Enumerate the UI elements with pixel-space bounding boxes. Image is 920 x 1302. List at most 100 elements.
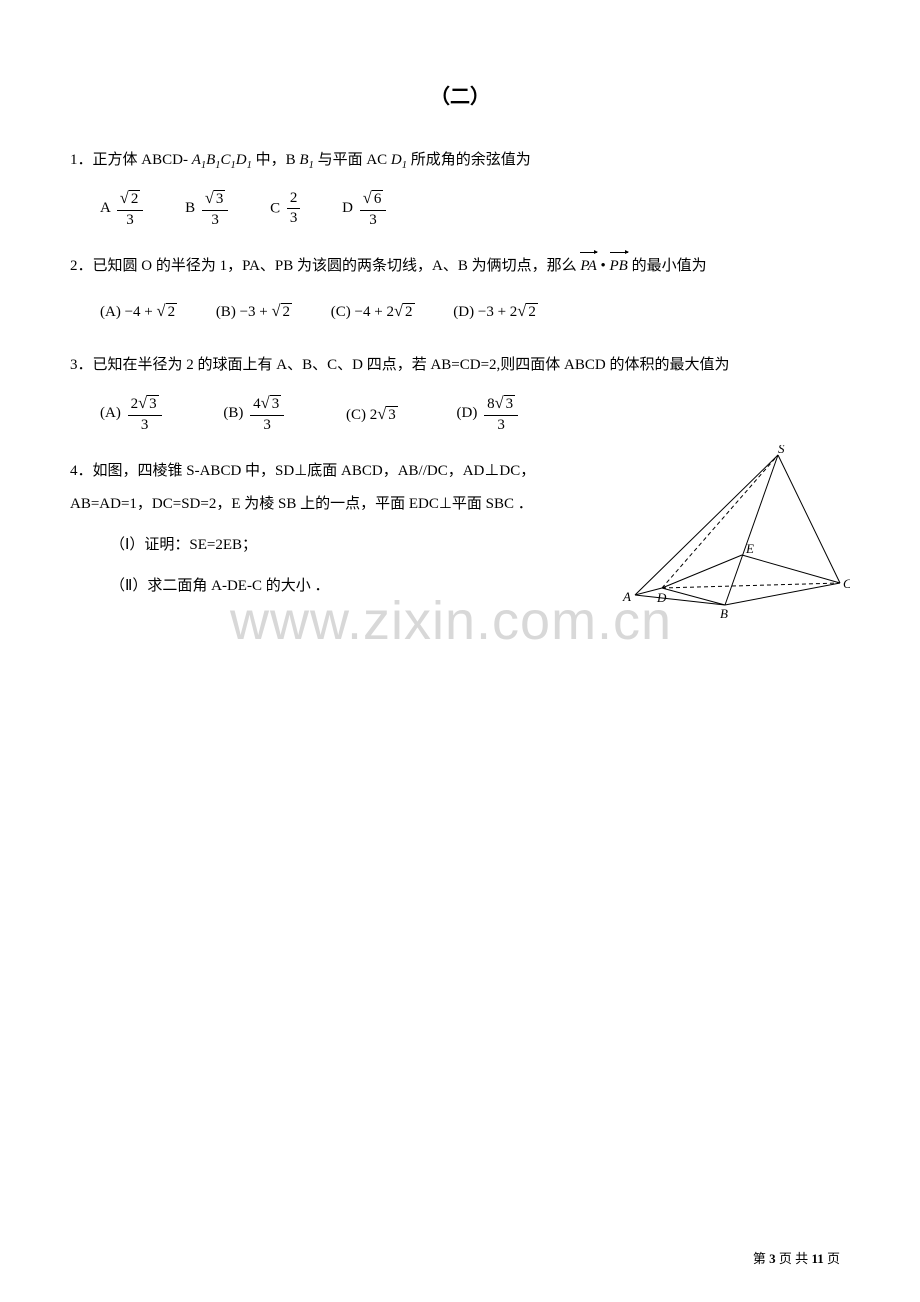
q3-opt-c-label: (C) <box>346 407 370 423</box>
question-1: 1．正方体 ABCD- A1B1C1D1 中，B B1 与平面 AC D1 所成… <box>70 144 850 230</box>
q3-opt-d-label: (D) <box>457 405 482 421</box>
q3-opt-b-num: 43 <box>250 392 284 416</box>
sqrt-icon: 3 <box>377 396 398 432</box>
q3-opt-d-num: 83 <box>484 392 518 416</box>
q3-opt-a-den: 3 <box>128 416 162 436</box>
sqrt-icon: 3 <box>138 392 159 415</box>
q2-opt-b-label: (B) <box>216 304 240 320</box>
q4-text-block: 4．如图，四棱锥 S-ABCD 中，SD⊥底面 ABCD，AB//DC，AD⊥D… <box>70 455 620 603</box>
edge-sb <box>725 455 778 605</box>
edge-ec <box>742 555 840 583</box>
edge-bc <box>725 583 840 605</box>
q3-opt-a-frac: 23 3 <box>128 392 162 435</box>
q1-opt-b-den: 3 <box>202 211 229 231</box>
q3-opt-d-coef: 8 <box>487 396 495 412</box>
q1-sub-c: C <box>221 152 231 168</box>
q2-option-d: (D) −3 + 22 <box>453 293 538 329</box>
question-4: 4．如图，四棱锥 S-ABCD 中，SD⊥底面 ABCD，AB//DC，AD⊥D… <box>70 455 850 603</box>
q1-d1-d: D <box>391 152 402 168</box>
q2-options: (A) −4 + 2 (B) −3 + 2 (C) −4 + 22 (D) −3… <box>70 293 850 329</box>
q3-opt-d-frac: 83 3 <box>484 392 518 435</box>
footer-suffix: 页 <box>824 1251 840 1266</box>
sqrt-icon: 2 <box>120 187 141 210</box>
q1-opt-b-num: 3 <box>202 187 229 211</box>
q3-opt-a-num: 23 <box>128 392 162 416</box>
question-2: 2．已知圆 O 的半径为 1，PA、PB 为该圆的两条切线，A、B 为俩切点，那… <box>70 250 850 329</box>
q3-number: 3． <box>70 357 93 373</box>
label-c: C <box>843 576 850 591</box>
sqrt-icon: 2 <box>271 293 292 329</box>
q1-options: A 2 3 B 3 3 C 2 3 D 6 3 <box>70 187 850 230</box>
q1-opt-c-frac: 2 3 <box>287 189 301 229</box>
q3-opt-c-coef: 2 <box>370 407 378 423</box>
q1-sym1: A1B1C1D1 <box>192 152 252 168</box>
q2-number: 2． <box>70 258 93 274</box>
q3-opt-b-coef: 4 <box>253 396 261 412</box>
edge-sc <box>778 455 840 583</box>
label-s: S <box>778 445 785 456</box>
label-b: B <box>720 606 728 621</box>
q2-opt-a-sqrt: 2 <box>166 303 178 320</box>
q1-opt-b-label: B <box>185 200 195 216</box>
q1-text-d: 所成角的余弦值为 <box>407 152 531 168</box>
q2-option-b: (B) −3 + 2 <box>216 293 292 329</box>
q1-text: 1．正方体 ABCD- A1B1C1D1 中，B B1 与平面 AC D1 所成… <box>70 144 850 177</box>
q1-opt-b-frac: 3 3 <box>202 187 229 230</box>
q2-text: 2．已知圆 O 的半径为 1，PA、PB 为该圆的两条切线，A、B 为俩切点，那… <box>70 250 850 283</box>
q2-opt-d-label: (D) <box>453 304 478 320</box>
q3-option-c: (C) 23 <box>346 396 398 432</box>
q3-opt-a-label: (A) <box>100 405 125 421</box>
q2-opt-d-sqrt: 2 <box>526 303 538 320</box>
q1-opt-d-num: 6 <box>360 187 387 211</box>
q4-line2: AB=AD=1，DC=SD=2，E 为棱 SB 上的一点，平面 EDC⊥平面 S… <box>70 488 620 521</box>
q3-opt-b-frac: 43 3 <box>250 392 284 435</box>
q3-option-b: (B) 43 3 <box>223 392 287 435</box>
q1-opt-b-sqrtval: 3 <box>214 190 226 207</box>
q3-options: (A) 23 3 (B) 43 3 (C) 23 (D) 83 3 <box>70 392 850 435</box>
q3-text: 3．已知在半径为 2 的球面上有 A、B、C、D 四点，若 AB=CD=2,则四… <box>70 349 850 382</box>
q3-text-main: 已知在半径为 2 的球面上有 A、B、C、D 四点，若 AB=CD=2,则四面体… <box>93 357 730 373</box>
q1-sub-a: A <box>192 152 201 168</box>
q1-opt-a-frac: 2 3 <box>117 187 144 230</box>
q1-option-b: B 3 3 <box>185 187 231 230</box>
q1-opt-d-frac: 6 3 <box>360 187 387 230</box>
q4-line1: 4．如图，四棱锥 S-ABCD 中，SD⊥底面 ABCD，AB//DC，AD⊥D… <box>70 455 620 488</box>
q2-opt-c-sqrt: 2 <box>403 303 415 320</box>
edge-de <box>662 555 742 588</box>
sqrt-icon: 3 <box>261 392 282 415</box>
q1-d1: D1 <box>391 152 407 168</box>
sqrt-icon: 2 <box>157 293 178 329</box>
footer-mid: 页 共 <box>776 1251 812 1266</box>
q3-opt-d-den: 3 <box>484 416 518 436</box>
q2-opt-b-sqrt: 2 <box>281 303 293 320</box>
sqrt-icon: 2 <box>517 293 538 329</box>
q3-opt-d-sqrt: 3 <box>504 395 516 412</box>
q2-text-b: 的最小值为 <box>628 258 707 274</box>
q1-sub-d: D <box>236 152 247 168</box>
q3-opt-b-den: 3 <box>250 416 284 436</box>
q2-opt-a-label: (A) <box>100 304 125 320</box>
q2-vec-pa: PA <box>580 250 596 283</box>
edge-sd-dashed <box>662 455 778 588</box>
q4-text1: 如图，四棱锥 S-ABCD 中，SD⊥底面 ABCD，AB//DC，AD⊥DC， <box>93 463 536 479</box>
q3-opt-b-label: (B) <box>223 405 247 421</box>
q3-opt-a-coef: 2 <box>131 396 139 412</box>
sqrt-icon: 6 <box>363 187 384 210</box>
sqrt-icon: 3 <box>205 187 226 210</box>
q2-vec-pb: PB <box>610 250 628 283</box>
q1-text-a: 正方体 ABCD- <box>93 152 192 168</box>
q1-opt-d-label: D <box>342 200 353 216</box>
watermark: www.zixin.com.cn <box>230 590 672 652</box>
q2-opt-a-val: −4 + <box>125 304 157 320</box>
q1-opt-c-num: 2 <box>287 189 301 210</box>
q2-text-a: 已知圆 O 的半径为 1，PA、PB 为该圆的两条切线，A、B 为俩切点，那么 <box>93 258 581 274</box>
q1-opt-d-den: 3 <box>360 211 387 231</box>
q1-opt-a-den: 3 <box>117 211 144 231</box>
q2-option-a: (A) −4 + 2 <box>100 293 177 329</box>
q4-number: 4． <box>70 463 93 479</box>
q1-opt-d-sqrtval: 6 <box>372 190 384 207</box>
q2-opt-c-val: −4 + 2 <box>355 304 394 320</box>
q3-opt-a-sqrt: 3 <box>147 395 159 412</box>
q1-option-c: C 2 3 <box>270 189 303 229</box>
q3-option-d: (D) 83 3 <box>457 392 522 435</box>
